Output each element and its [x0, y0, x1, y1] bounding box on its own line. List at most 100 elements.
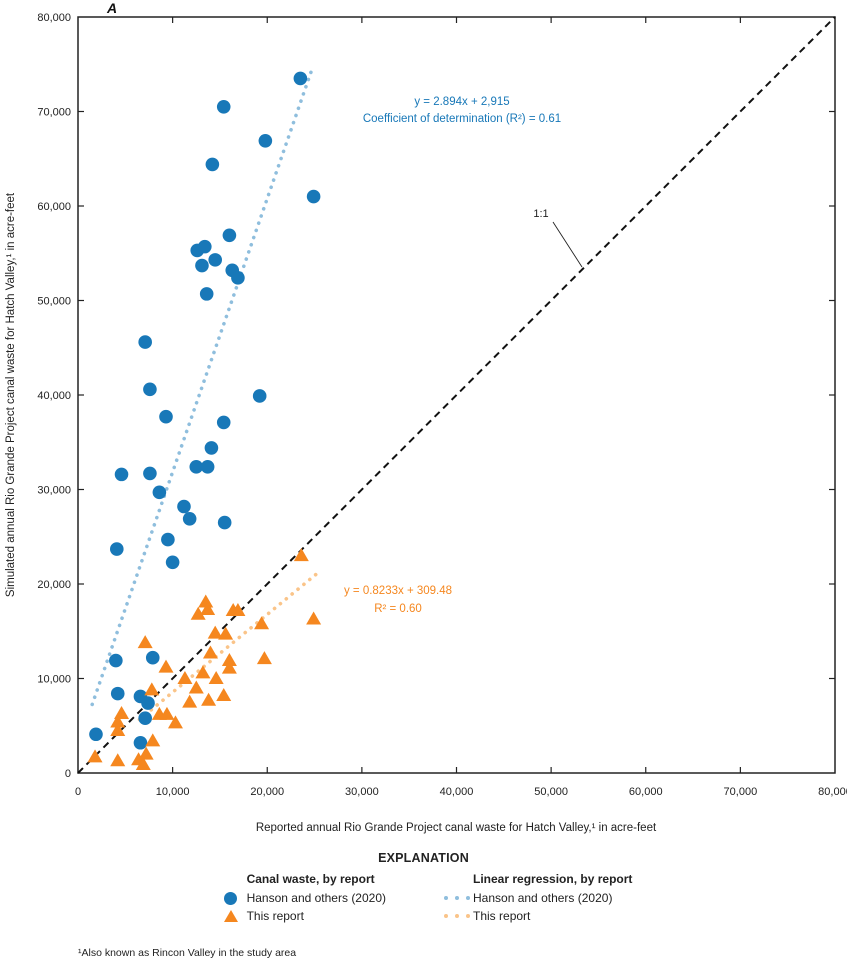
data-point-circle — [306, 189, 321, 204]
data-point-circle — [208, 253, 223, 267]
data-point-circle — [216, 415, 231, 430]
one-to-one-leader-line — [552, 221, 583, 268]
x-tick-label: 20,000 — [250, 786, 284, 798]
this-report-regression-equation: y = 0.8233x + 309.48 — [344, 585, 452, 597]
data-point-triangle — [145, 733, 161, 747]
y-axis-title: Simulated annual Rio Grande Project cana… — [5, 192, 17, 597]
data-point-triangle — [138, 746, 154, 760]
data-point-circle — [141, 696, 155, 710]
legend-item: This report — [215, 907, 386, 925]
one-to-one-dashed-line — [77, 16, 836, 774]
data-point-triangle — [207, 625, 223, 639]
x-tick-label: 60,000 — [629, 786, 663, 798]
data-point-circle — [204, 441, 219, 455]
x-tick-label: 50,000 — [534, 786, 568, 798]
triangle-marker-icon — [215, 910, 247, 922]
data-point-circle — [252, 389, 267, 403]
data-point-triangle — [188, 680, 204, 694]
data-point-triangle — [110, 714, 126, 728]
legend: EXPLANATION Canal waste, by report Hanson… — [0, 851, 847, 925]
y-tick-label: 10,000 — [37, 674, 71, 686]
legend-item: Hanson and others (2020) — [441, 889, 632, 907]
circle-marker-icon — [215, 891, 247, 905]
data-point-circle — [114, 467, 129, 482]
legend-item-label: This report — [473, 909, 531, 923]
x-tick-label: 40,000 — [440, 786, 474, 798]
scatter-plot: 00 10,000 10,000 20,000 20,000 30,000 30,000 40… — [5, 0, 847, 834]
x-tick-label: 70,000 — [724, 786, 758, 798]
y-tick-label: 30,000 — [37, 485, 71, 497]
data-point-triangle — [306, 611, 322, 625]
data-point-triangle — [221, 653, 237, 667]
data-point-circle — [217, 515, 232, 530]
panel-label: A — [106, 0, 117, 16]
legend-item-label: Hanson and others (2020) — [473, 891, 613, 905]
data-point-circle — [89, 727, 103, 742]
data-point-triangle — [218, 626, 234, 640]
this-report-regression-r2: R² = 0.60 — [374, 603, 422, 615]
data-point-triangle — [182, 694, 198, 708]
hanson-regression-r2: Coefficient of determination (R²) = 0.61 — [363, 113, 561, 125]
data-point-circle — [110, 686, 125, 701]
data-point-circle — [293, 71, 308, 86]
data-point-triangle — [216, 688, 232, 702]
data-point-triangle — [137, 635, 153, 649]
data-point-triangle — [256, 651, 272, 665]
x-tick-label: 30,000 — [345, 786, 379, 798]
data-point-triangle — [87, 749, 103, 763]
y-tick-label: 70,000 — [37, 107, 71, 119]
data-point-triangle — [293, 548, 309, 562]
data-point-circle — [258, 133, 273, 148]
legend-groups: Canal waste, by report Hanson and others … — [0, 872, 847, 925]
data-point-triangle — [198, 594, 214, 608]
data-point-triangle — [110, 722, 126, 736]
data-point-circle — [199, 287, 214, 301]
data-point-triangle — [195, 665, 211, 679]
one-to-one-label: 1:1 — [533, 208, 548, 220]
one-to-one-line — [77, 16, 836, 774]
data-point-circle — [165, 555, 180, 570]
y-tick-label: 80,000 — [37, 12, 71, 24]
regression-line — [90, 65, 315, 707]
data-point-circle — [200, 460, 215, 474]
data-point-circle — [143, 382, 157, 397]
legend-group-heading: Canal waste, by report — [246, 872, 375, 886]
data-point-triangle — [159, 706, 175, 720]
x-tick-label: 80,000 — [818, 786, 847, 798]
y-tick-label: 20,000 — [37, 579, 71, 591]
data-point-circle — [222, 228, 237, 243]
data-point-triangle — [135, 756, 151, 770]
legend-item-label: This report — [246, 909, 304, 923]
data-point-triangle — [167, 715, 183, 729]
data-points — [87, 71, 322, 770]
data-point-triangle — [110, 753, 126, 767]
data-point-circle — [182, 511, 197, 526]
legend-group: Canal waste, by report Hanson and others … — [215, 872, 386, 925]
y-tick-label: 40,000 — [37, 390, 71, 402]
data-point-circle — [189, 460, 204, 474]
data-point-triangle — [200, 602, 216, 616]
x-axis-title: Reported annual Rio Grande Project canal… — [256, 822, 657, 834]
y-tick-label: 60,000 — [37, 201, 71, 213]
data-point-circle — [231, 271, 245, 285]
data-point-circle — [109, 653, 123, 668]
data-point-triangle — [254, 616, 270, 630]
data-point-circle — [197, 239, 212, 254]
legend-item: This report — [441, 907, 632, 925]
data-point-circle — [177, 499, 191, 514]
legend-item: Hanson and others (2020) — [215, 889, 386, 907]
dotted-line-icon — [441, 896, 473, 900]
footnote: ¹Also known as Rincon Valley in the stud… — [78, 947, 297, 959]
data-point-triangle — [208, 671, 224, 684]
dotted-line-icon — [441, 914, 473, 918]
data-point-triangle — [201, 692, 217, 706]
data-point-circle — [152, 485, 167, 500]
legend-group-heading: Linear regression, by report — [473, 872, 633, 886]
data-point-circle — [138, 711, 152, 725]
data-point-circle — [159, 409, 173, 424]
data-point-circle — [205, 157, 220, 172]
y-tick-label: 50,000 — [37, 296, 71, 308]
regression-line — [137, 569, 322, 722]
data-point-circle — [145, 650, 160, 665]
y-tick-label: 0 — [65, 768, 71, 780]
